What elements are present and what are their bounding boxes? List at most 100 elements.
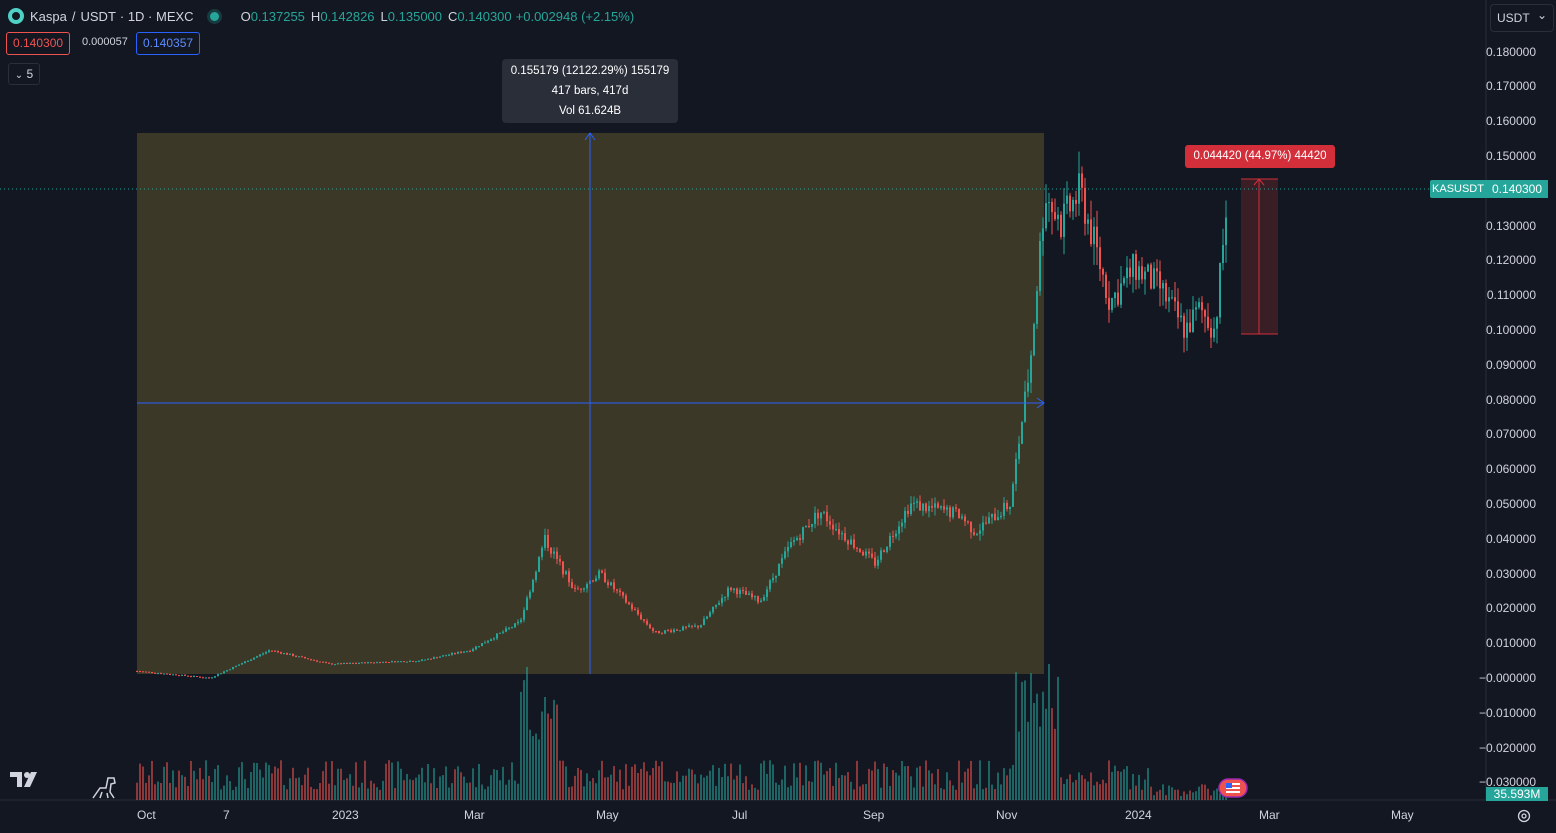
volume-bar [586, 773, 588, 800]
volume-bar [685, 775, 687, 800]
volume-bar [139, 763, 141, 800]
candle-body [1039, 241, 1041, 292]
candle-body [391, 661, 393, 663]
candle-body [1078, 173, 1080, 204]
volume-bar [175, 787, 177, 800]
sell-button[interactable]: 0.140300 [6, 32, 71, 55]
candle-body [316, 660, 318, 662]
candle-body [508, 627, 510, 629]
candle-body [886, 546, 888, 553]
volume-bar [847, 772, 849, 800]
price-axis-label: 0.050000 [1485, 497, 1536, 511]
market-status-icon[interactable] [209, 11, 219, 21]
volume-bar [634, 764, 636, 800]
tradingview-logo-icon[interactable] [10, 770, 42, 793]
candle-body [1057, 214, 1059, 220]
candle-body [937, 503, 939, 508]
price-axis-label: 0.160000 [1485, 114, 1536, 129]
volume-bar [541, 711, 543, 800]
candle-body [772, 577, 774, 581]
candle-body [658, 631, 660, 634]
volume-bar [184, 776, 186, 800]
volume-bar [451, 783, 453, 800]
volume-bar [883, 763, 885, 800]
candle-body [925, 503, 927, 512]
volume-bar [166, 762, 168, 800]
time-axis-label: May [1391, 808, 1414, 822]
volume-bar [181, 775, 183, 800]
time-axis-label: 2024 [1125, 808, 1152, 822]
candle-body [364, 662, 366, 664]
candle-body [280, 652, 282, 654]
candle-body [721, 597, 723, 604]
candle-body [649, 624, 651, 629]
candle-body [601, 570, 603, 573]
candle-body [157, 673, 159, 675]
symbol-name[interactable]: Kaspa [30, 8, 67, 24]
volume-bar [835, 762, 837, 800]
candle-body [811, 523, 813, 527]
volume-bar [814, 761, 816, 800]
close-value: 0.140300 [457, 8, 512, 24]
volume-bar [865, 783, 867, 800]
candle-body [376, 662, 378, 664]
volume-bar [370, 780, 372, 800]
candle-body [520, 619, 522, 622]
interval-exchange[interactable]: · 1D · MEXC [119, 8, 194, 24]
candle-body [1123, 278, 1125, 284]
currency-selector[interactable]: USDT ⌄ [1490, 4, 1554, 32]
volume-bar [1165, 795, 1167, 800]
time-axis-label: 2023 [332, 808, 359, 822]
volume-bar [496, 770, 498, 800]
candle-body [310, 659, 312, 661]
candle-body [1048, 202, 1050, 204]
candle-body [676, 629, 678, 631]
candle-body [292, 653, 294, 657]
volume-bar [862, 784, 864, 800]
buy-button[interactable]: 0.140357 [136, 32, 201, 55]
gear-icon[interactable] [1516, 808, 1532, 829]
us-flag-icon[interactable] [1218, 778, 1248, 803]
volume-bar [1009, 768, 1011, 800]
volume-bar [913, 787, 915, 800]
candle-body [760, 600, 762, 603]
candle-body [556, 551, 558, 559]
candle-body [904, 510, 906, 523]
volume-bar [673, 782, 675, 800]
candle-body [733, 588, 735, 590]
candle-body [253, 657, 255, 660]
candle-body [538, 557, 540, 572]
volume-bar [280, 760, 282, 800]
volume-bar [1003, 768, 1005, 800]
candle-body [793, 540, 795, 543]
candle-body [217, 674, 219, 677]
volume-bar [169, 782, 171, 800]
candle-body [232, 667, 234, 670]
candle-body [961, 516, 963, 519]
candle-body [367, 662, 369, 664]
candle-body [241, 663, 243, 665]
candle-body [661, 633, 663, 635]
candle-body [1213, 328, 1215, 338]
volume-bar [1177, 789, 1179, 800]
volume-bar [160, 783, 162, 800]
volume-bar [1219, 793, 1221, 800]
volume-bar [991, 784, 993, 800]
open-label: O [240, 8, 251, 24]
price-axis-label: 0.180000 [1485, 44, 1536, 59]
volume-bar [442, 775, 444, 800]
indicators-toggle[interactable]: ⌄ 5 [8, 63, 40, 85]
dino-icon[interactable] [90, 774, 118, 807]
candle-body [205, 677, 207, 679]
price-axis-label: −0.030000 [1478, 775, 1536, 790]
volume-bar [250, 771, 252, 800]
volume-bar [820, 762, 822, 800]
candle-body [586, 584, 588, 589]
currency-value: USDT [1497, 11, 1530, 25]
candle-body [739, 589, 741, 595]
candle-body [634, 609, 636, 611]
volume-bar [409, 779, 411, 800]
volume-bar [709, 770, 711, 800]
candle-body [211, 677, 213, 679]
